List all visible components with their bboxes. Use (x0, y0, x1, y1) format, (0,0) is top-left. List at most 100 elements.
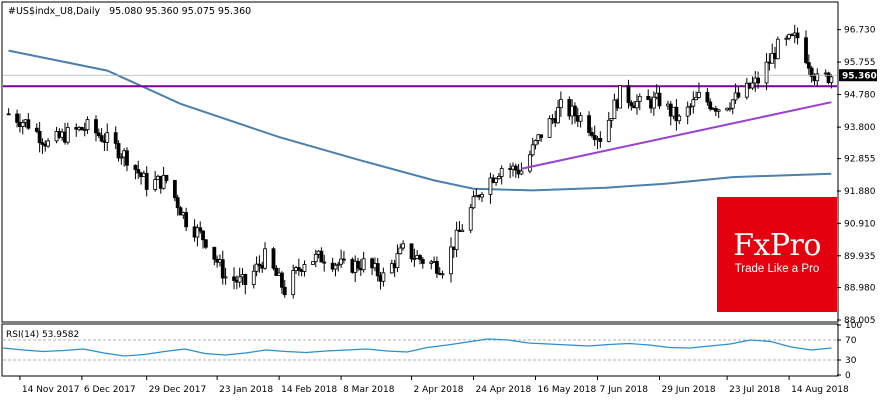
candle (46, 138, 50, 148)
candle-body (420, 259, 425, 264)
candle (333, 262, 338, 277)
y-axis-tick-label: 89.935 (844, 252, 876, 262)
candle (82, 122, 87, 137)
candle-body (6, 113, 11, 116)
candle-body (756, 77, 761, 84)
candle-body (116, 143, 121, 159)
candle-body (609, 118, 614, 121)
candle-body (375, 263, 380, 277)
candle-body (677, 115, 682, 122)
candle (454, 221, 459, 258)
candle-body (454, 229, 459, 251)
candle-body (342, 258, 346, 261)
candle (164, 174, 169, 184)
candle (471, 190, 476, 210)
candle-body (530, 144, 535, 156)
candle (263, 242, 267, 270)
x-axis-tick-label: 8 Mar 2018 (343, 385, 395, 395)
candle-body (708, 101, 713, 110)
fxpro-logo: FxPro Trade Like a Pro (717, 197, 837, 312)
candle-body (519, 170, 524, 175)
candle (657, 86, 662, 109)
x-axis-tick-label: 6 Dec 2017 (84, 385, 136, 395)
x-axis-tick-label: 14 Feb 2018 (281, 385, 337, 395)
candle (764, 53, 769, 91)
candle (26, 113, 31, 130)
candle-body (691, 99, 696, 107)
candle-body (480, 194, 484, 198)
candle (37, 121, 42, 153)
candle (440, 270, 445, 279)
candle (311, 261, 315, 266)
support-trendline (521, 101, 832, 170)
candle-body (592, 134, 597, 141)
candle (637, 93, 642, 111)
candle-body (688, 105, 693, 108)
candle (212, 246, 217, 266)
candle (336, 261, 341, 272)
candle (635, 94, 639, 115)
candle-body (705, 92, 710, 103)
chart-symbol-header: #US$indx_U8,Daily 95.080 95.360 95.075 9… (8, 6, 251, 17)
candle (775, 36, 780, 60)
candle-body (657, 92, 662, 107)
candle-body (65, 127, 70, 143)
logo-brand: FxPro (733, 228, 821, 263)
trendline-layer (521, 101, 832, 170)
candle-body (589, 132, 594, 136)
candle-body (527, 154, 532, 172)
candle (339, 249, 344, 269)
candle-body (815, 73, 820, 82)
candle (356, 257, 360, 272)
candle-body (280, 272, 284, 288)
candle-body (336, 263, 341, 266)
candle-body (829, 76, 834, 83)
rsi-axis-tick-label: 100 (845, 321, 862, 331)
candle-body (232, 276, 236, 281)
candle-body (806, 62, 811, 69)
x-axis-tick-label: 14 Nov 2017 (22, 385, 80, 395)
candle-body (113, 132, 118, 144)
candle-body (212, 246, 217, 260)
candle (296, 258, 301, 276)
candle (730, 99, 735, 115)
candle (280, 271, 284, 294)
y-axis-tick-label: 88.980 (844, 284, 876, 294)
y-axis-tick-label: 96.730 (844, 26, 876, 36)
candle-body (744, 82, 749, 98)
rsi-axis-tick-label: 70 (845, 336, 857, 346)
candle-body (322, 261, 327, 264)
candle (381, 267, 386, 287)
candle (519, 162, 524, 176)
candle (116, 140, 121, 162)
candle-body (125, 150, 129, 166)
price-tag-label: 95.360 (842, 72, 877, 82)
candle-body (172, 180, 177, 199)
candle-body (435, 260, 439, 274)
candle (784, 35, 789, 46)
candle (94, 115, 98, 142)
candle-body (105, 132, 110, 143)
rsi-axis-tick-label: 30 (845, 356, 857, 366)
candle (418, 253, 422, 265)
candle-body (533, 140, 538, 146)
candle-body (651, 96, 656, 109)
candle (401, 240, 405, 251)
candle-body (153, 179, 158, 190)
candle (74, 123, 79, 137)
candle-body (606, 119, 611, 142)
candle-body (494, 178, 498, 183)
candle-body (85, 119, 90, 130)
candle (144, 166, 149, 197)
candle-body (395, 253, 400, 269)
candle (133, 164, 138, 180)
candle-body (578, 115, 583, 122)
candle-body (389, 263, 394, 274)
candle-body (694, 97, 699, 101)
candle-body (398, 247, 403, 255)
candle-body (144, 172, 149, 190)
candle-body (46, 140, 50, 147)
candle (125, 147, 129, 172)
candle (220, 250, 225, 285)
candle (449, 237, 453, 283)
